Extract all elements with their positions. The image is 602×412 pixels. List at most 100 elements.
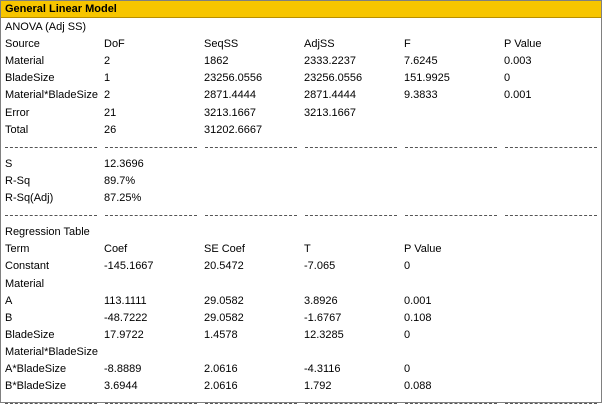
column-header: P Value — [504, 38, 542, 51]
table-cell: 0.001 — [404, 294, 432, 307]
table-cell: A — [5, 294, 13, 307]
table-cell: 2 — [104, 89, 111, 102]
separator-dash — [305, 146, 397, 148]
regression-row: B*BladeSize 3.6944 2.0616 1.792 0.088 — [1, 378, 601, 395]
regression-heading-row: Regression Table — [1, 224, 601, 241]
separator-dash — [405, 215, 497, 217]
table-cell: 12.3285 — [304, 328, 344, 341]
table-cell: 9.3833 — [404, 89, 438, 102]
column-header: SE Coef — [204, 243, 245, 256]
anova-heading: ANOVA (Adj SS) — [5, 21, 87, 33]
table-cell: -4.3116 — [304, 363, 341, 375]
table-cell: -8.8889 — [104, 363, 142, 375]
table-cell: 20.5472 — [204, 260, 244, 273]
table-cell: 89.7% — [104, 174, 136, 187]
anova-row: Error 21 3213.1667 3213.1667 — [1, 105, 601, 122]
table-cell: S — [5, 157, 13, 170]
anova-row: Material 2 1862 2333.2237 7.6245 0.003 — [1, 53, 601, 70]
table-cell: 0.108 — [404, 311, 432, 324]
anova-row: Total 26 31202.6667 — [1, 122, 601, 139]
table-cell: 2871.4444 — [204, 89, 256, 102]
table-cell: 2.0616 — [204, 363, 238, 375]
table-cell: Constant — [5, 260, 50, 273]
table-cell: B*BladeSize — [5, 380, 67, 393]
separator-dash — [205, 146, 297, 148]
table-cell: 29.0582 — [204, 311, 244, 324]
table-cell: 0 — [404, 328, 411, 341]
table-cell: -145.1667 — [104, 260, 154, 273]
table-cell: 1.4578 — [204, 328, 238, 341]
regression-row: Material*BladeSize — [1, 344, 601, 361]
table-cell: 0 — [404, 363, 411, 375]
table-cell: 0 — [404, 260, 411, 273]
table-cell: 1 — [104, 72, 111, 85]
table-cell: -1.6767 — [304, 311, 342, 324]
separator-dash — [105, 146, 197, 148]
table-cell: 12.3696 — [104, 157, 144, 170]
table-header-row: Term Coef SE Coef T P Value — [1, 241, 601, 258]
table-cell: 17.9722 — [104, 328, 144, 341]
separator-dash — [205, 403, 297, 405]
fit-stat-row: R-Sq 89.7% — [1, 173, 601, 190]
table-cell: 2.0616 — [204, 380, 238, 393]
column-header: AdjSS — [304, 38, 335, 51]
regression-row: Constant -145.1667 20.5472 -7.065 0 — [1, 258, 601, 275]
separator-dash — [5, 403, 97, 405]
table-cell: Material — [5, 277, 45, 290]
table-cell: 26 — [104, 123, 117, 136]
table-cell: 21 — [104, 106, 117, 119]
separator-dash — [505, 403, 597, 405]
column-header: P Value — [404, 243, 442, 256]
column-header: SeqSS — [204, 38, 239, 51]
column-header: T — [304, 243, 311, 256]
column-header: Source — [5, 38, 40, 51]
table-cell: Material*BladeSize — [5, 345, 98, 358]
window-title: General Linear Model — [1, 1, 601, 18]
table-cell: Total — [5, 123, 29, 136]
dashed-separator — [1, 139, 601, 156]
table-cell: 23256.0556 — [204, 72, 263, 85]
table-cell: R-Sq(Adj) — [5, 192, 54, 204]
regression-row: A*BladeSize -8.8889 2.0616 -4.3116 0 — [1, 361, 601, 378]
regression-row: Material — [1, 276, 601, 293]
regression-row: BladeSize 17.9722 1.4578 12.3285 0 — [1, 327, 601, 344]
table-cell: 0.001 — [504, 89, 532, 102]
anova-row: BladeSize 1 23256.0556 23256.0556 151.9925 0 — [1, 70, 601, 87]
separator-dash — [305, 403, 397, 405]
separator-dash — [505, 215, 597, 217]
table-cell: -7.065 — [304, 260, 336, 273]
table-cell: 23256.0556 — [304, 72, 363, 85]
dashed-separator — [1, 207, 601, 224]
table-cell: 2 — [104, 55, 111, 68]
table-cell: BladeSize — [5, 72, 55, 85]
table-cell: A*BladeSize — [5, 363, 67, 375]
table-cell: 29.0582 — [204, 294, 244, 307]
fit-stat-row: R-Sq(Adj) 87.25% — [1, 190, 601, 207]
anova-heading-row: ANOVA (Adj SS) — [1, 19, 601, 36]
regression-heading: Regression Table — [5, 226, 90, 239]
separator-dash — [405, 403, 497, 405]
table-cell: 1862 — [204, 55, 229, 68]
table-cell: Material — [5, 55, 45, 68]
table-cell: Error — [5, 106, 30, 119]
fit-stat-row: S 12.3696 — [1, 156, 601, 173]
table-cell: 87.25% — [104, 192, 142, 204]
table-cell: 7.6245 — [404, 55, 438, 68]
separator-dash — [5, 215, 97, 217]
separator-dash — [105, 215, 197, 217]
table-cell: Material*BladeSize — [5, 89, 98, 102]
table-cell: BladeSize — [5, 328, 55, 341]
table-cell: R-Sq — [5, 174, 31, 187]
regression-row: A 113.1111 29.0582 3.8926 0.001 — [1, 293, 601, 310]
separator-dash — [505, 146, 597, 148]
column-header: Term — [5, 243, 30, 256]
table-header-row: Source DoF SeqSS AdjSS F P Value — [1, 36, 601, 53]
table-cell: 3.8926 — [304, 294, 338, 307]
column-header: Coef — [104, 243, 128, 256]
table-cell: 0.088 — [404, 380, 432, 393]
table-cell: 1.792 — [304, 380, 332, 393]
separator-dash — [305, 215, 397, 217]
table-cell: B — [5, 311, 13, 324]
separator-dash — [5, 146, 97, 148]
